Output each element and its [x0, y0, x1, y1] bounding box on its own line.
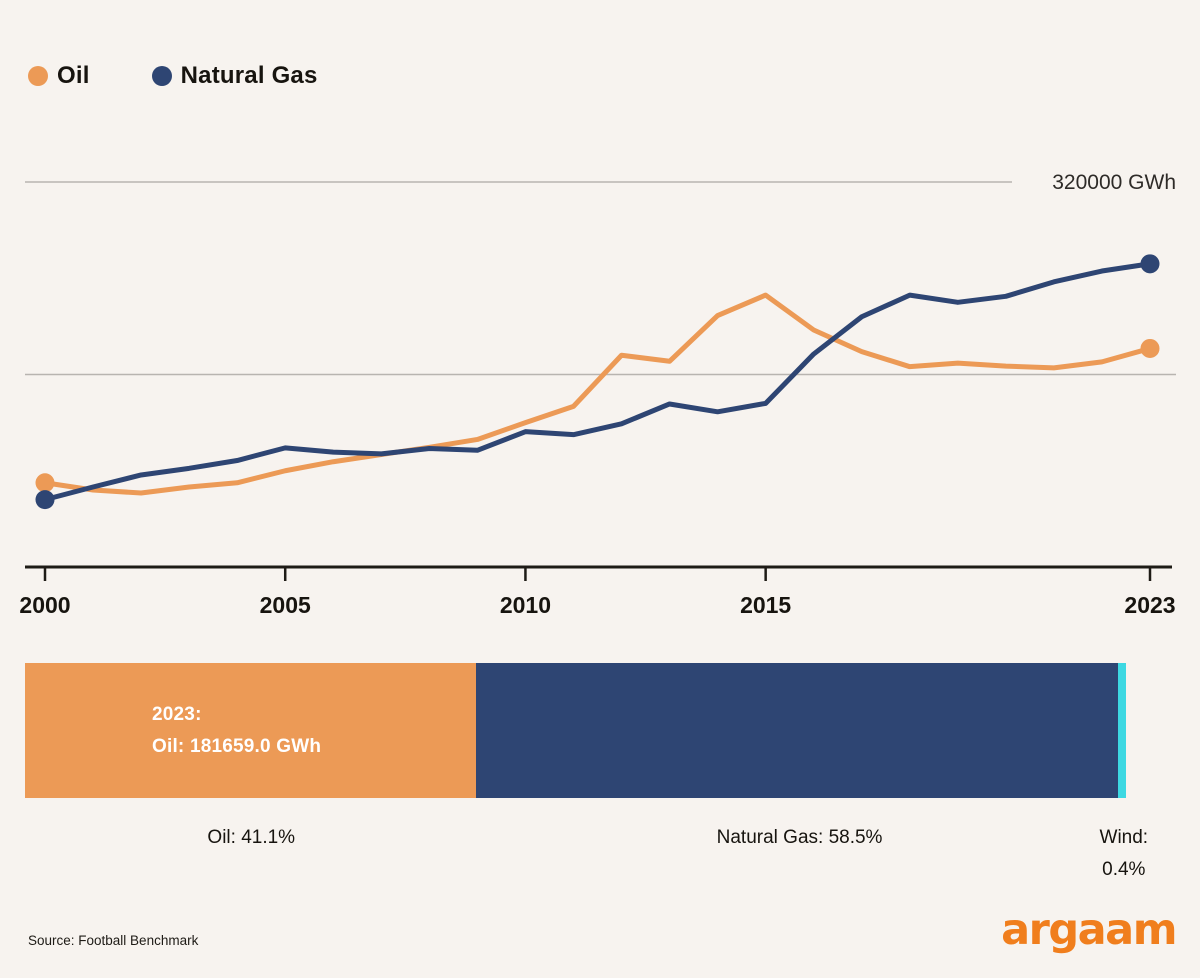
bar-annotation: 2023: Oil: 181659.0 GWh: [152, 699, 321, 763]
bar-label-wind: Wind: 0.4%: [1100, 822, 1149, 886]
gridline-label: 320000 GWh: [1052, 171, 1176, 194]
bar-label-natural-gas: Natural Gas: 58.5%: [716, 827, 883, 848]
x-tick-label: 2010: [500, 592, 551, 618]
source-note: Source: Football Benchmark: [28, 933, 199, 948]
oil-end-dot: [1140, 338, 1160, 358]
oil-line: [42, 292, 1153, 496]
chart-legend: Oil Natural Gas: [28, 62, 318, 90]
oil-dot-icon: [28, 66, 48, 86]
legend-label-oil: Oil: [57, 62, 90, 89]
line-chart-svg: 320000 GWh 2000 2005 2010 2015 2023: [19, 171, 1176, 618]
x-tick-label: 2023: [1124, 592, 1175, 618]
stacked-bar: 2023: Oil: 181659.0 GWh: [25, 663, 1126, 798]
bar-label-wind-line1: Wind:: [1099, 827, 1149, 848]
bar-segment-natural-gas: [476, 663, 1118, 798]
bar-label-wind-line2: 0.4%: [1102, 859, 1146, 880]
bar-label-oil: Oil: 41.1%: [207, 827, 296, 848]
bar-annotation-year: 2023:: [152, 703, 202, 725]
natural-gas-start-dot: [35, 490, 55, 510]
x-tick-label: 2005: [260, 592, 311, 618]
argaam-logo: argaam: [1001, 905, 1177, 955]
legend-label-natural-gas: Natural Gas: [180, 62, 318, 89]
bar-segment-oil: [25, 663, 477, 798]
oil-start-dot: [35, 473, 55, 493]
bar-segment-wind: [1118, 663, 1126, 798]
legend-item-natural-gas: Natural Gas: [151, 62, 318, 90]
natural-gas-dot-icon: [151, 66, 172, 86]
natural-gas-end-dot: [1140, 254, 1160, 274]
bar-annotation-value: Oil: 181659.0 GWh: [152, 735, 322, 757]
x-tick-label: 2000: [19, 592, 70, 618]
legend-item-oil: Oil: [28, 62, 90, 90]
natural-gas-line: [42, 261, 1153, 503]
x-tick-label: 2015: [740, 592, 791, 618]
